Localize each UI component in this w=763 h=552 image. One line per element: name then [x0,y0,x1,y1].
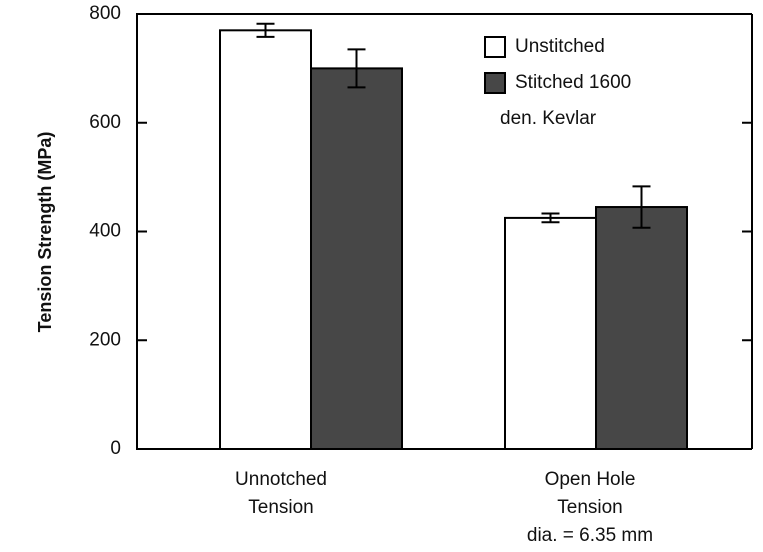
y-axis-label: Tension Strength (MPa) [35,132,55,333]
x-tick-label: Tension [557,497,623,518]
bar [219,29,312,450]
legend-label: den. Kevlar [500,108,597,129]
y-tick-label: 400 [89,221,121,242]
legend-swatch [484,36,506,58]
x-tick-label: Unnotched [235,469,327,490]
x-tick-label: Open Hole [545,469,636,490]
legend-label: Stitched 1600 [515,72,631,93]
legend-label: Unstitched [515,36,605,57]
y-tick-label: 600 [89,112,121,133]
bar [310,67,403,450]
bar [504,216,597,450]
y-tick-label: 800 [89,3,121,24]
legend-swatch [484,72,506,94]
y-tick-label: 0 [110,438,121,459]
x-tick-label: dia. = 6.35 mm [527,525,653,546]
x-tick-label: Tension [248,497,314,518]
y-tick-label: 200 [89,329,121,350]
bar [595,206,688,450]
